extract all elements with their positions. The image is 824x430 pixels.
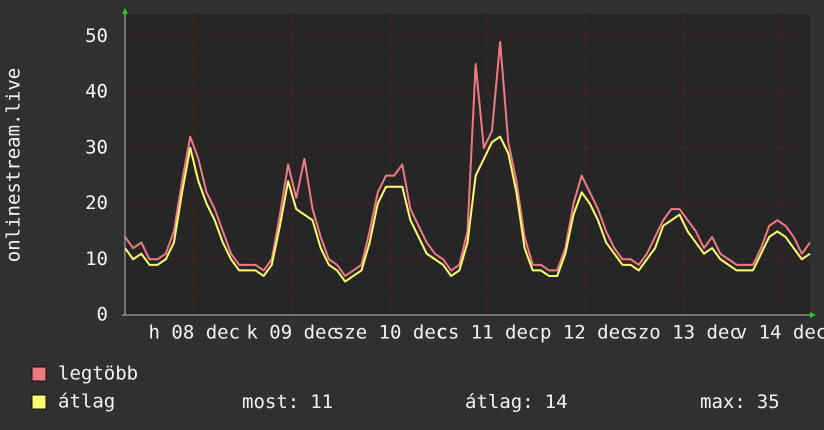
x-tick-label: szo 13 dec: [626, 322, 740, 344]
y-tick-label: 0: [97, 304, 108, 326]
legend-swatch: [31, 394, 47, 410]
y-tick-label: 40: [85, 81, 108, 103]
x-tick-label: k 09 dec: [246, 322, 338, 344]
stat-label: max:: [700, 391, 746, 413]
x-tick-label: sze 10 dec: [333, 322, 447, 344]
plot-area: [125, 14, 810, 315]
stat-label: átlag:: [465, 391, 534, 413]
legend-label: átlag: [58, 391, 115, 413]
legend-label: legtöbb: [58, 363, 138, 385]
series-line: [124, 135, 811, 283]
stat-value: 14: [545, 391, 568, 413]
stat: max: 35: [700, 391, 780, 413]
y-tick-label: 30: [85, 136, 108, 158]
y-tick-label: 50: [85, 25, 108, 47]
x-tick-label: p 12 dec: [540, 322, 632, 344]
legend-swatch: [31, 366, 47, 382]
stat-value: 11: [310, 391, 333, 413]
y-tick-label: 10: [85, 248, 108, 270]
axis-arrow: [810, 312, 816, 318]
x-tick-label: cs 11 dec: [436, 322, 539, 344]
series-line: [124, 40, 811, 277]
x-tick-label: h 08 dec: [149, 322, 241, 344]
y-tick-label: 20: [85, 192, 108, 214]
stat-label: most:: [242, 391, 299, 413]
stat: átlag: 14: [465, 391, 568, 413]
y-axis-label: onlinestream.live: [3, 68, 25, 262]
x-tick-label: v 14 dec: [736, 322, 824, 344]
axis-arrow: [122, 8, 128, 14]
stat: most: 11: [242, 391, 333, 413]
stat-value: 35: [757, 391, 780, 413]
